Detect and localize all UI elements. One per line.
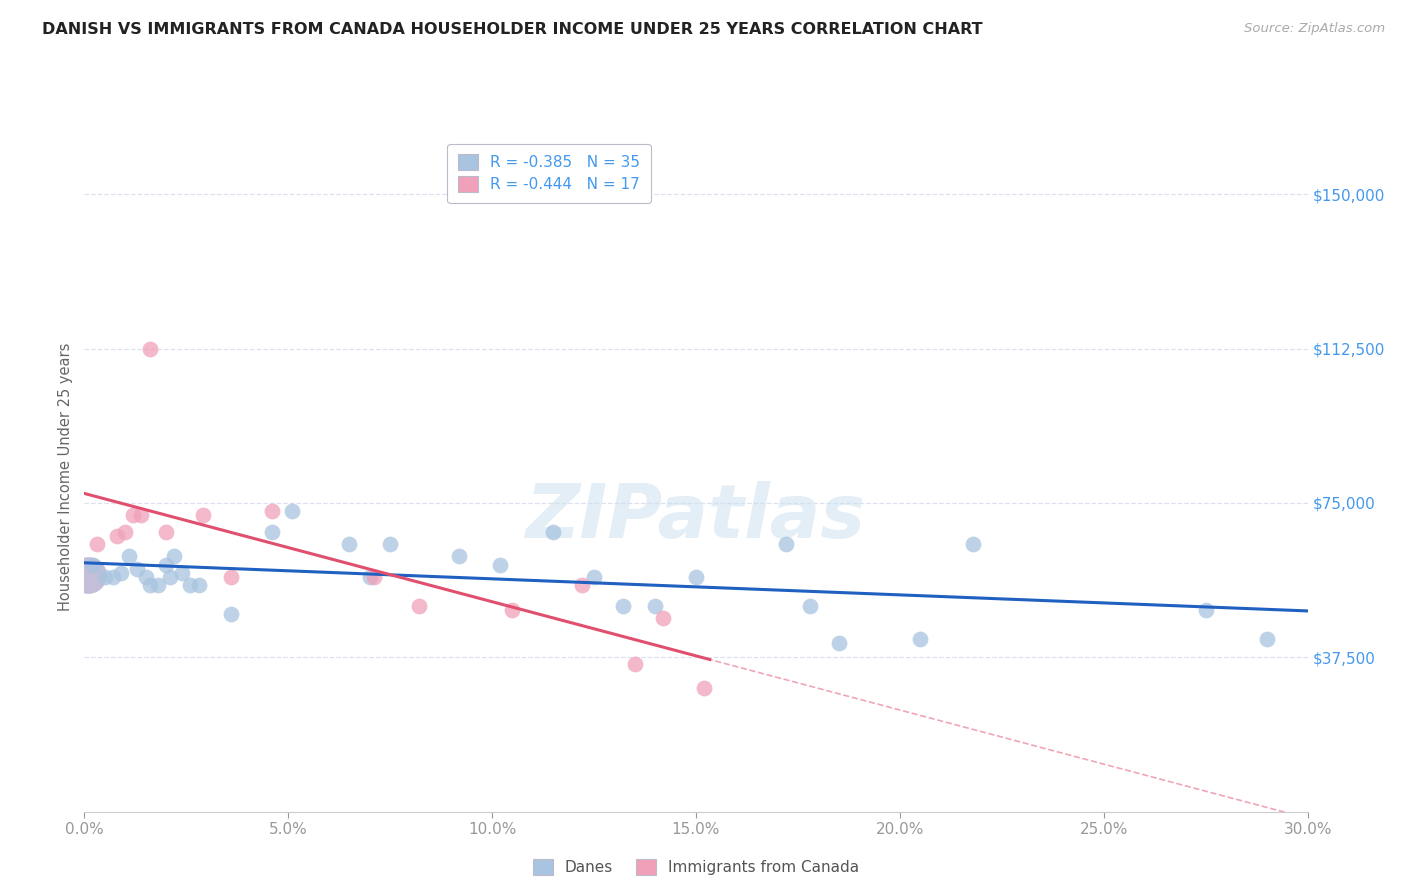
- Point: [363, 570, 385, 584]
- Point: [110, 566, 132, 580]
- Point: [644, 599, 666, 613]
- Point: [543, 524, 565, 539]
- Point: [281, 504, 304, 518]
- Point: [135, 570, 157, 584]
- Point: [155, 524, 177, 539]
- Point: [908, 632, 931, 646]
- Point: [93, 570, 115, 584]
- Point: [138, 342, 160, 356]
- Point: [612, 599, 634, 613]
- Point: [408, 599, 430, 613]
- Y-axis label: Householder Income Under 25 years: Householder Income Under 25 years: [58, 343, 73, 611]
- Point: [359, 570, 381, 584]
- Point: [101, 570, 124, 584]
- Point: [138, 578, 160, 592]
- Point: [260, 504, 283, 518]
- Point: [685, 570, 707, 584]
- Point: [219, 607, 242, 621]
- Point: [962, 537, 984, 551]
- Point: [131, 508, 153, 523]
- Point: [260, 524, 283, 539]
- Legend: Danes, Immigrants from Canada: Danes, Immigrants from Canada: [527, 853, 865, 881]
- Point: [146, 578, 169, 592]
- Point: [114, 524, 136, 539]
- Point: [187, 578, 209, 592]
- Point: [82, 558, 104, 572]
- Point: [624, 657, 647, 671]
- Point: [652, 611, 675, 625]
- Point: [1195, 603, 1218, 617]
- Point: [380, 537, 402, 551]
- Point: [179, 578, 201, 592]
- Point: [86, 537, 108, 551]
- Point: [693, 681, 716, 696]
- Point: [163, 549, 186, 564]
- Point: [449, 549, 471, 564]
- Point: [191, 508, 214, 523]
- Point: [219, 570, 242, 584]
- Point: [827, 636, 849, 650]
- Text: DANISH VS IMMIGRANTS FROM CANADA HOUSEHOLDER INCOME UNDER 25 YEARS CORRELATION C: DANISH VS IMMIGRANTS FROM CANADA HOUSEHO…: [42, 22, 983, 37]
- Point: [159, 570, 181, 584]
- Point: [172, 566, 194, 580]
- Point: [118, 549, 141, 564]
- Point: [1256, 632, 1278, 646]
- Point: [775, 537, 797, 551]
- Point: [571, 578, 593, 592]
- Point: [799, 599, 821, 613]
- Point: [105, 529, 128, 543]
- Text: ZIPatlas: ZIPatlas: [526, 481, 866, 554]
- Point: [339, 537, 360, 551]
- Point: [582, 570, 605, 584]
- Point: [501, 603, 523, 617]
- Point: [127, 562, 149, 576]
- Point: [155, 558, 177, 572]
- Point: [489, 558, 512, 572]
- Point: [122, 508, 145, 523]
- Text: Source: ZipAtlas.com: Source: ZipAtlas.com: [1244, 22, 1385, 36]
- Point: [77, 568, 100, 582]
